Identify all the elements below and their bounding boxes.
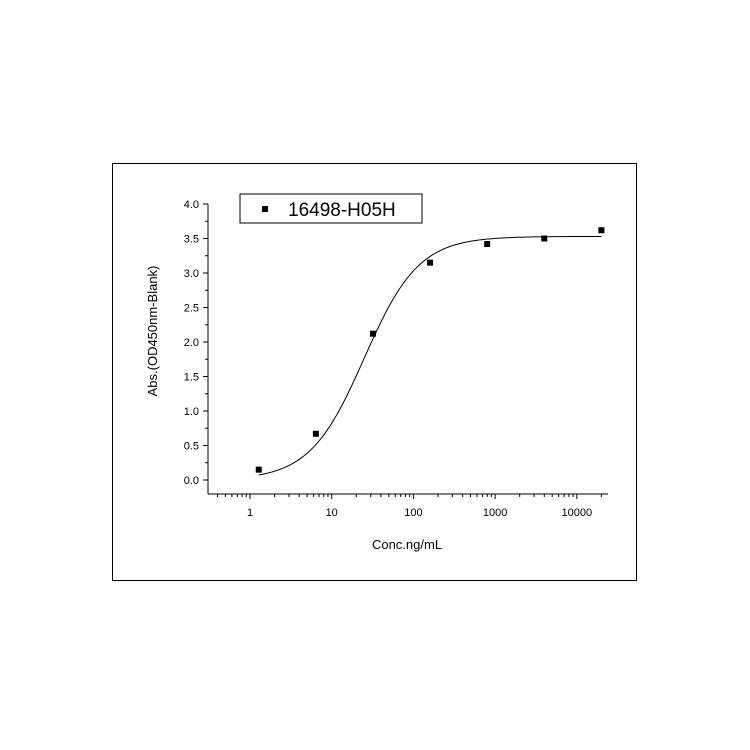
x-tick-label: 1000 <box>483 507 507 519</box>
legend-marker <box>262 206 268 212</box>
x-ticks: 1 10 100 1000 10000 <box>216 494 602 519</box>
data-point <box>541 235 548 242</box>
y-tick-label: 1.0 <box>184 406 199 418</box>
x-tick-label: 10 <box>326 507 338 519</box>
y-tick-label: 3.5 <box>184 234 199 246</box>
axes <box>207 204 608 495</box>
legend-label: 16498-H05H <box>288 200 396 221</box>
legend-box <box>239 193 423 224</box>
data-point <box>312 430 319 437</box>
x-tick-label: 1 <box>247 507 253 519</box>
x-axis-title: Conc.ng/mL <box>372 537 442 552</box>
data-point <box>598 227 605 234</box>
y-tick-label: 0.5 <box>184 441 199 453</box>
chart-frame <box>112 163 637 581</box>
data-point <box>484 241 491 248</box>
y-tick-label: 1.5 <box>184 372 199 384</box>
legend: 16498-H05H <box>239 193 423 224</box>
y-tick-label: 2.5 <box>184 303 199 315</box>
y-ticks: 0.0 0.5 1.0 1.5 2.0 2.5 3.0 3.5 4.0 <box>184 199 208 487</box>
y-tick-label: 2.0 <box>184 337 199 349</box>
y-tick-label: 3.0 <box>184 268 199 280</box>
x-tick-label: 100 <box>404 507 422 519</box>
y-tick-label: 4.0 <box>184 199 199 211</box>
x-tick-label: 10000 <box>562 507 593 519</box>
y-tick-label: 0.0 <box>184 475 199 487</box>
data-point <box>255 466 262 473</box>
y-axis-title: Abs.(OD450nm-Blank) <box>145 266 160 397</box>
data-points <box>255 227 605 473</box>
data-point <box>427 259 434 266</box>
data-point <box>369 330 376 337</box>
fit-curve <box>258 235 602 476</box>
